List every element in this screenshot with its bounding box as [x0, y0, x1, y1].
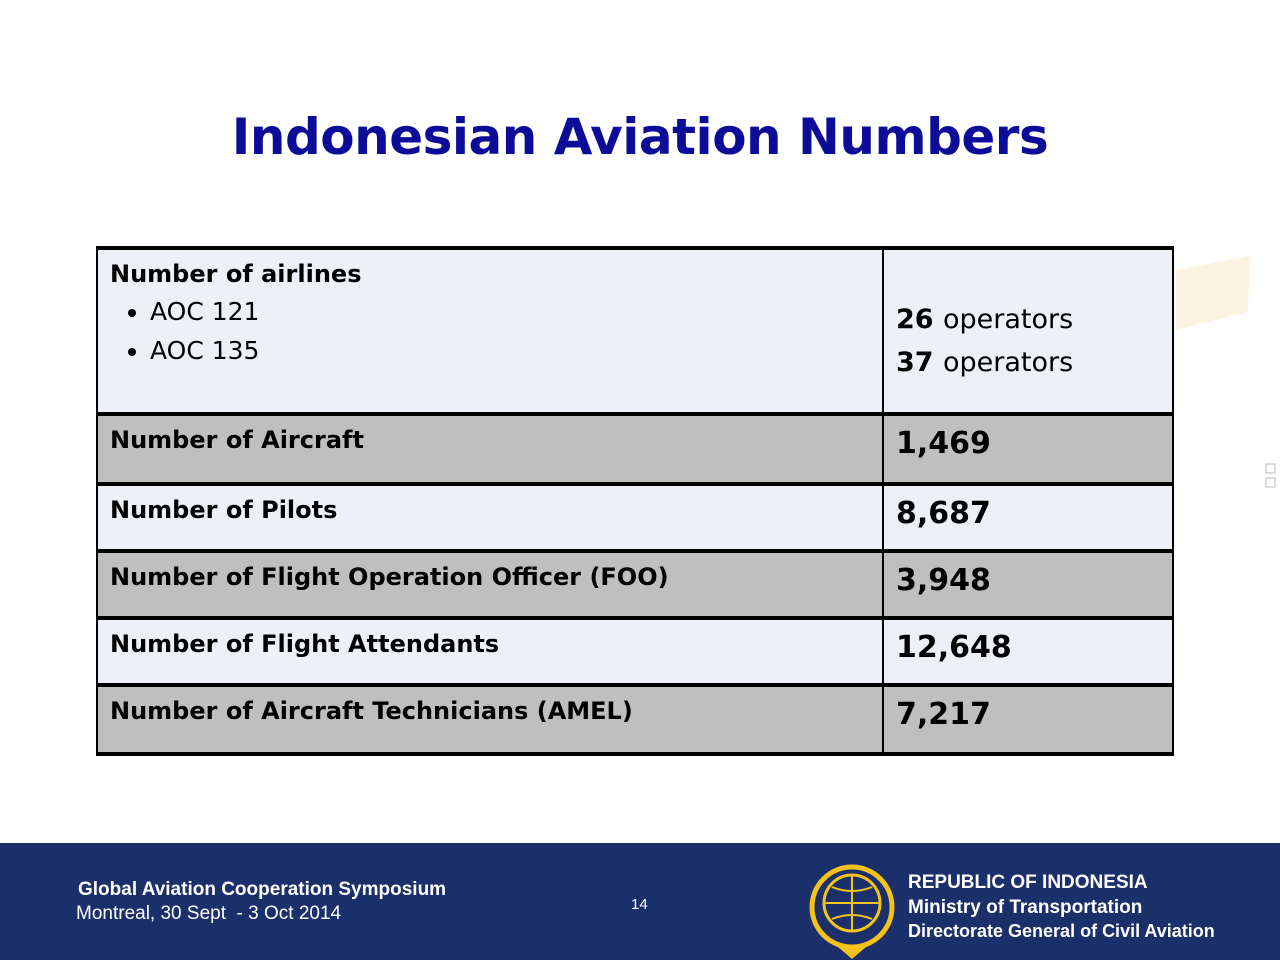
row-value-cell: 1,469	[882, 412, 1174, 486]
table-body: Number of airlines AOC 121AOC 135 26 opera…	[96, 246, 1174, 756]
row-value: 1,469	[896, 426, 991, 461]
row-label: Number of Aircraft	[110, 426, 364, 454]
org-line: Ministry of Transportation	[908, 897, 1143, 918]
event-location: Montreal, 30 Sept - 3 Oct 2014	[76, 903, 342, 924]
row-label: Number of Pilots	[110, 496, 338, 524]
row-label: Number of Aircraft Technicians (AMEL)	[110, 697, 633, 725]
row-label-cell: Number of Aircraft	[96, 412, 884, 486]
row-value: 3,948	[896, 563, 991, 598]
row-value: 12,648	[896, 630, 1012, 665]
value-unit: operators	[942, 304, 1074, 335]
row-value-cell: 7,217	[882, 683, 1174, 756]
decor-square	[1265, 463, 1276, 474]
data-table: Number of airlines AOC 121AOC 135 26 opera…	[96, 246, 1174, 756]
value-number: 37	[896, 347, 934, 378]
table-row: Number of Flight Operation Officer (FOO)…	[96, 549, 1174, 620]
page-number: 14	[631, 896, 648, 913]
logo	[809, 864, 895, 959]
row-label-cell: Number of airlines AOC 121AOC 135	[96, 246, 884, 416]
event-name: Global Aviation Cooperation Symposium	[78, 879, 447, 900]
row-label: Number of airlines	[110, 260, 362, 288]
decor-shape	[1176, 256, 1250, 330]
row-value-cell: 26 operators 37 operators	[882, 246, 1174, 416]
row-label-cell: Number of Flight Attendants	[96, 616, 884, 687]
value-line: 26 operators	[896, 298, 1160, 341]
row-value: 8,687	[896, 496, 991, 531]
row-label-cell: Number of Aircraft Technicians (AMEL)	[96, 683, 884, 756]
table-row: Number of airlines AOC 121AOC 135 26 opera…	[96, 246, 1174, 416]
footer: Global Aviation Cooperation Symposium Mo…	[0, 843, 1280, 960]
value-unit: operators	[942, 347, 1074, 378]
row-label-cell: Number of Flight Operation Officer (FOO)	[96, 549, 884, 620]
row-label: Number of Flight Operation Officer (FOO)	[110, 563, 669, 591]
table-row: Number of Flight Attendants 12,648	[96, 616, 1174, 687]
background-decoration	[1176, 256, 1276, 488]
decor-square	[1265, 477, 1276, 488]
bullet-item: AOC 121	[150, 292, 870, 331]
row-value: 7,217	[896, 697, 991, 732]
table-row: Number of Aircraft Technicians (AMEL) 7,2…	[96, 683, 1174, 756]
bullet-list: AOC 121AOC 135	[110, 292, 870, 370]
table-row: Number of Aircraft 1,469	[96, 412, 1174, 486]
value-number: 26	[896, 304, 934, 335]
org-line: Directorate General of Civil Aviation	[908, 921, 1215, 941]
table-row: Number of Pilots 8,687	[96, 482, 1174, 553]
row-label-cell: Number of Pilots	[96, 482, 884, 553]
slide-title: Indonesian Aviation Numbers	[231, 108, 1049, 166]
value-line: 37 operators	[896, 341, 1160, 384]
row-value-cell: 8,687	[882, 482, 1174, 553]
row-value-cell: 12,648	[882, 616, 1174, 687]
row-label: Number of Flight Attendants	[110, 630, 500, 658]
org-line: REPUBLIC OF INDONESIA	[908, 872, 1148, 893]
row-value-cell: 3,948	[882, 549, 1174, 620]
bullet-item: AOC 135	[150, 331, 870, 370]
